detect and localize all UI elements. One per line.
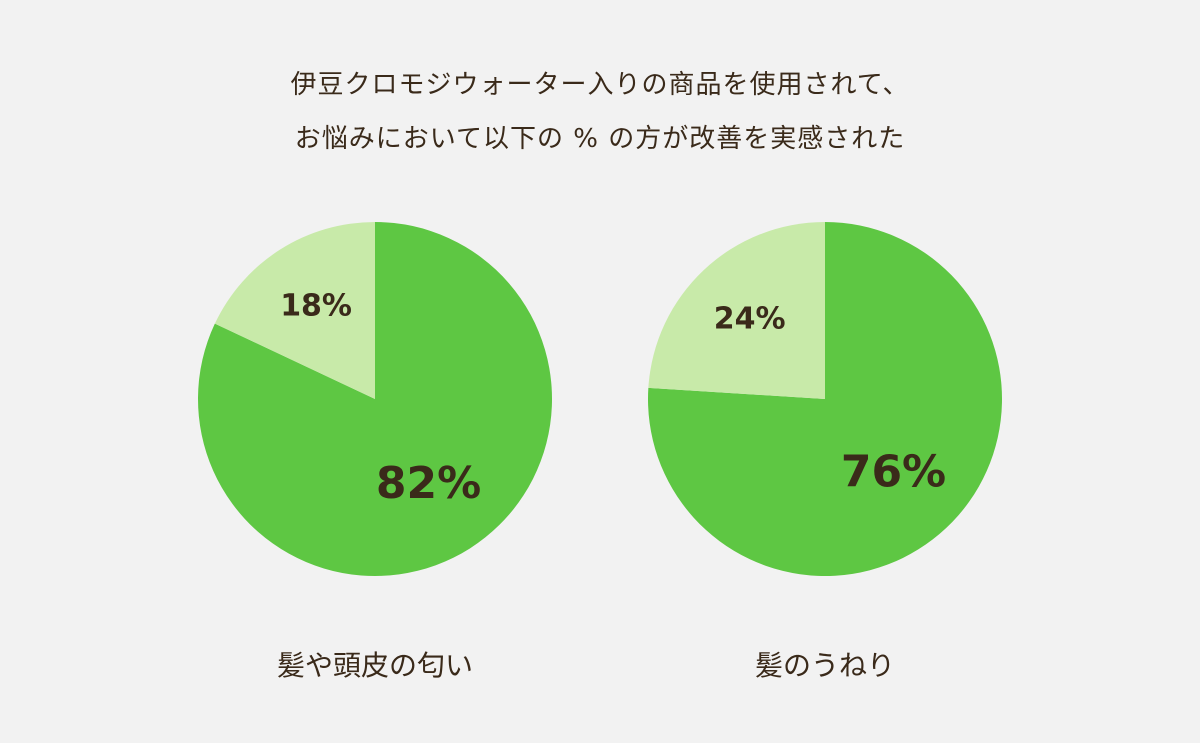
chart-title-line-1: 伊豆クロモジウォーター入りの商品を使用されて、	[290, 70, 910, 100]
pie-slice-82	[198, 222, 553, 576]
chart-title-line-2: お悩みにおいて以下の % の方が改善を実感された	[294, 124, 906, 154]
pie-slice-76	[648, 222, 1003, 576]
pie-data-label-76: 76%	[841, 446, 946, 497]
pie-category-label-hair-frizz: 髪のうねり	[754, 649, 895, 682]
pie-data-label-82: 82%	[376, 458, 481, 509]
pie-chart-hair-frizz: 76% 24%	[648, 222, 1003, 576]
pie-data-label-24: 24%	[714, 301, 786, 336]
pie-slice-18	[214, 222, 375, 399]
pie-chart-scalp-odor: 82% 18%	[198, 222, 553, 576]
pie-slice-24	[648, 222, 825, 399]
pie-data-label-18: 18%	[280, 289, 352, 324]
pie-category-label-scalp-odor: 髪や頭皮の匂い	[276, 649, 473, 682]
